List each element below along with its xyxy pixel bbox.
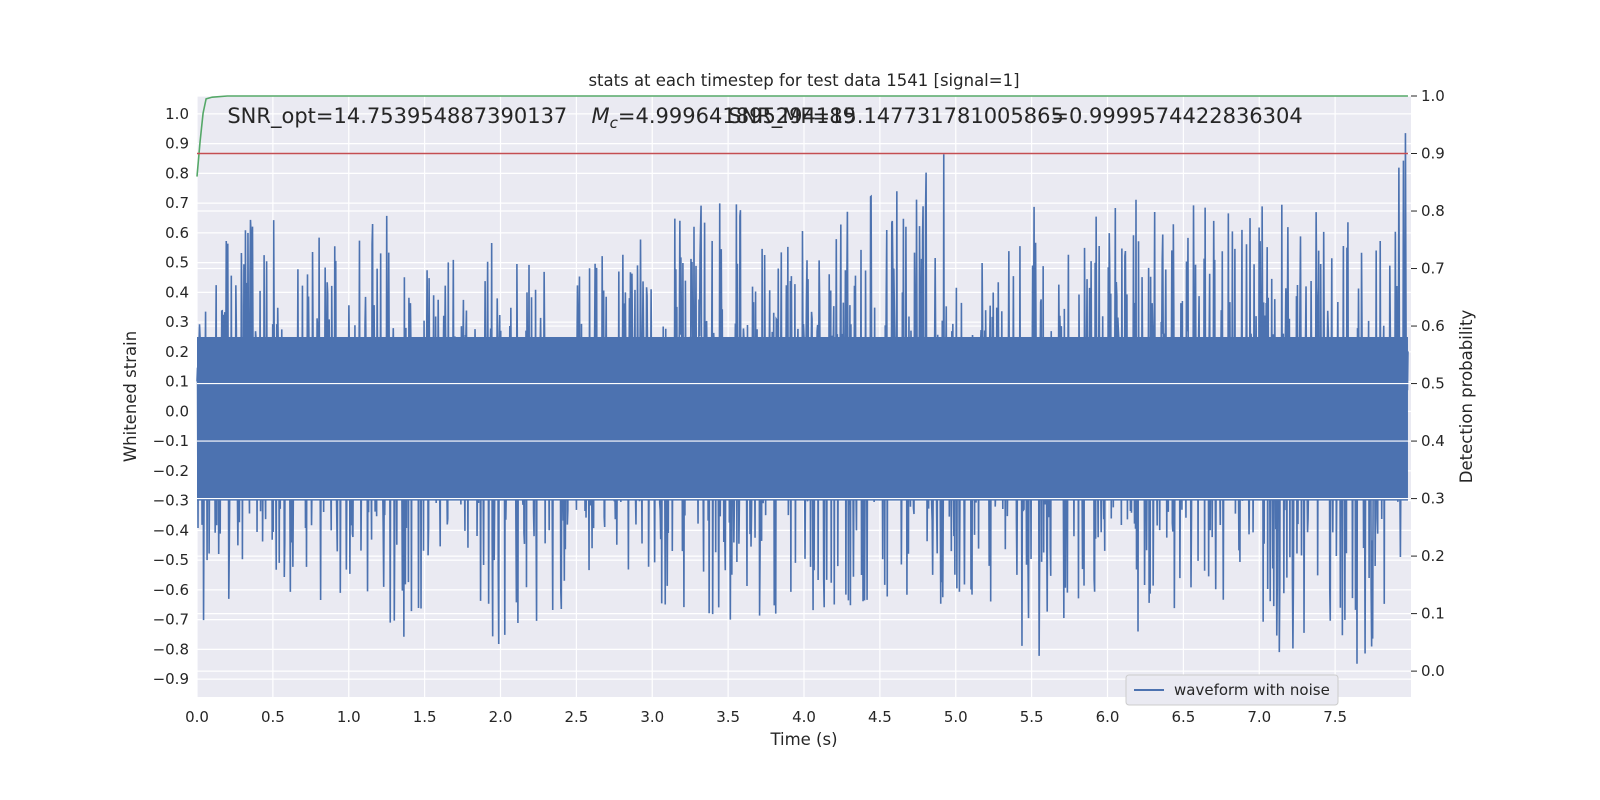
y-tick-label: 0.8	[165, 164, 189, 182]
x-axis-label: Time (s)	[769, 730, 837, 749]
annotation-mc: Mc=4.999641895294189	[592, 104, 856, 132]
grid-overlay	[197, 382, 1411, 500]
y2-tick-label: 0.0	[1421, 662, 1445, 680]
y-tick-label: 0.0	[165, 402, 189, 420]
y-tick-label: −0.2	[153, 462, 189, 480]
y-tick-label: −0.7	[153, 611, 189, 629]
x-tick-label: 0.0	[185, 708, 209, 726]
y-tick-label: 1.0	[165, 105, 189, 123]
x-tick-label: 4.5	[868, 708, 892, 726]
series-layer	[196, 95, 1411, 664]
y2-tick-label: 0.3	[1421, 490, 1445, 508]
x-tick-label: 3.5	[716, 708, 740, 726]
x-tick-label: 3.0	[640, 708, 664, 726]
legend-box	[1125, 674, 1339, 706]
y-axis-ticks: 1.0 0.9 0.8 0.7 0.6 0.5 0.4 0.3 0.2 0.1 0.0 −0.1 −0.…	[153, 105, 189, 688]
x-tick-label: 5.0	[944, 708, 968, 726]
x-axis-ticks: 0.0 0.5 1.0 1.5 2.0 2.5 3.0 3.5 4.0 4.5 5.0 5.5 6.0 6…	[185, 708, 1347, 726]
x-tick-label: 7.5	[1323, 708, 1347, 726]
x-tick-label: 7.0	[1247, 708, 1271, 726]
y-axis-label: Whitened strain	[121, 331, 140, 462]
x-tick-label: 6.5	[1171, 708, 1195, 726]
x-tick-label: 5.5	[1020, 708, 1044, 726]
y-tick-label: 0.2	[165, 343, 189, 361]
annotation-snr-mf: SNR_MF=15.147731781005865	[728, 104, 1064, 129]
y2-tick-label: 0.8	[1421, 202, 1445, 220]
y-tick-label: −0.4	[153, 521, 189, 539]
chart-title: stats at each timestep for test data 154…	[588, 71, 1019, 90]
x-tick-label: 4.0	[792, 708, 816, 726]
x-tick-label: 2.5	[564, 708, 588, 726]
y-tick-label: −0.9	[153, 670, 189, 688]
y-tick-label: −0.1	[153, 432, 189, 450]
annotation-snr-opt: SNR_opt=14.753954887390137	[227, 104, 567, 129]
y2-tick-label: 0.1	[1421, 605, 1445, 623]
y-tick-label: 0.9	[165, 135, 189, 153]
legend-entry-waveform: waveform with noise	[1174, 681, 1330, 699]
y2-axis-label: Detection probability	[1457, 310, 1476, 484]
y2-tick-label: 0.7	[1421, 260, 1445, 278]
annotations: SNR_opt=14.753954887390137 Mc=4.999641895…	[227, 104, 1302, 132]
y-tick-label: 0.3	[165, 313, 189, 331]
y2-tick-label: 1.0	[1421, 87, 1445, 105]
y-tick-label: −0.8	[153, 640, 189, 658]
y-tick-label: −0.5	[153, 551, 189, 569]
x-tick-label: 1.5	[413, 708, 437, 726]
y2-tick-label: 0.9	[1421, 145, 1445, 163]
annotation-stat: =0.9999574422836304	[1051, 104, 1302, 128]
y2-tick-label: 0.4	[1421, 432, 1445, 450]
y-tick-label: 0.1	[165, 373, 189, 391]
x-tick-label: 6.0	[1096, 708, 1120, 726]
x-tick-label: 2.0	[489, 708, 513, 726]
y-tick-label: 0.6	[165, 224, 189, 242]
x-tick-label: 0.5	[261, 708, 285, 726]
series-line-1	[196, 95, 1408, 177]
waveform-core-band	[197, 336, 1408, 501]
y2-tick-label: 0.6	[1421, 317, 1445, 335]
y-tick-label: 0.4	[165, 283, 189, 301]
y-tick-label: 0.5	[165, 254, 189, 272]
x-tick-label: 1.0	[337, 708, 361, 726]
y2-axis-ticks: 1.0 0.9 0.8 0.7 0.6 0.5 0.4 0.3 0.2 0.1 0.0	[1411, 87, 1445, 680]
legend: waveform with noise	[1125, 674, 1339, 706]
y2-tick-label: 0.5	[1421, 375, 1445, 393]
y-tick-label: −0.6	[153, 581, 189, 599]
y2-tick-label: 0.2	[1421, 547, 1445, 565]
y-tick-label: 0.7	[165, 194, 189, 212]
y-tick-label: −0.3	[153, 492, 189, 510]
